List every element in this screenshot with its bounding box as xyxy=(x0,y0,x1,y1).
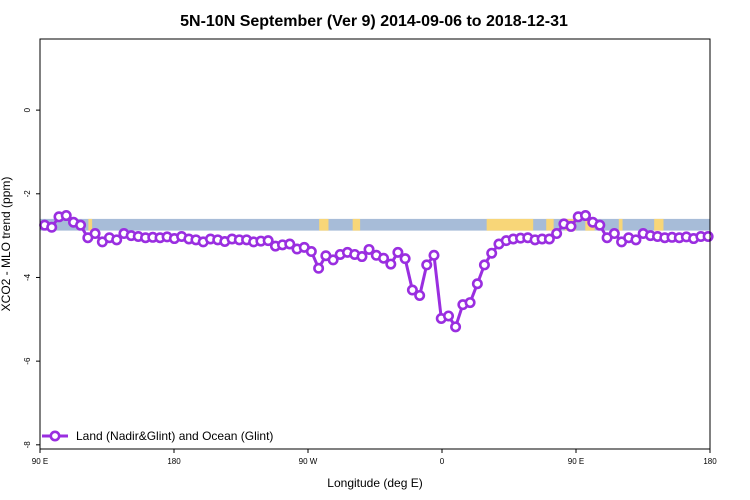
plot-area xyxy=(39,210,714,333)
y-axis-label: XCO2 - MLO trend (ppm) xyxy=(0,177,13,312)
legend: Land (Nadir&Glint) and Ocean (Glint) xyxy=(42,429,273,443)
y-axis: 0 -2 -4 -6 -8 xyxy=(23,107,40,448)
chart-title: 5N-10N September (Ver 9) 2014-09-06 to 2… xyxy=(180,13,568,30)
x-axis-label: Longitude (deg E) xyxy=(327,476,422,490)
data-point xyxy=(46,221,58,233)
plot-frame xyxy=(39,38,711,450)
legend-label: Land (Nadir&Glint) and Ocean (Glint) xyxy=(76,429,273,443)
data-point xyxy=(89,228,101,240)
data-point xyxy=(262,235,274,247)
land-segment xyxy=(486,218,534,231)
data-point xyxy=(608,228,620,240)
land-ocean-band xyxy=(40,218,710,231)
data-point xyxy=(421,259,433,271)
x-tick-label: 180 xyxy=(703,457,717,466)
data-point xyxy=(443,310,455,322)
land-segment xyxy=(546,218,554,231)
land-segment xyxy=(88,218,93,231)
data-point xyxy=(478,259,490,271)
data-point xyxy=(579,210,591,222)
data-point xyxy=(385,258,397,270)
data-point xyxy=(428,249,440,261)
data-point xyxy=(486,247,498,259)
data-point xyxy=(284,238,296,250)
y-tick-label: -6 xyxy=(23,357,32,365)
legend-marker xyxy=(49,430,61,442)
y-tick-label: 0 xyxy=(23,107,32,112)
x-tick-label: 0 xyxy=(440,457,445,466)
ocean-band xyxy=(40,218,710,231)
x-tick-label: 90 E xyxy=(568,457,584,466)
data-point xyxy=(406,284,418,296)
data-point xyxy=(399,253,411,265)
data-point xyxy=(313,262,325,274)
land-segment xyxy=(319,218,329,231)
data-point xyxy=(378,252,390,264)
x-tick-label: 90 E xyxy=(32,457,48,466)
data-point xyxy=(543,233,555,245)
x-tick-label: 180 xyxy=(167,457,181,466)
y-tick-label: -4 xyxy=(23,273,32,281)
data-point xyxy=(392,246,404,258)
data-point xyxy=(551,228,563,240)
data-point xyxy=(327,254,339,266)
land-segment xyxy=(352,218,361,231)
data-point xyxy=(75,219,87,231)
series-line xyxy=(44,214,709,329)
data-point xyxy=(450,321,462,333)
data-point xyxy=(60,210,72,222)
y-tick-label: -8 xyxy=(23,441,32,449)
x-tick-label: 90 W xyxy=(299,457,318,466)
data-point xyxy=(305,246,317,258)
land-segment xyxy=(618,218,623,231)
data-point xyxy=(630,234,642,246)
data-point xyxy=(464,297,476,309)
x-axis: 90 E 180 90 W 0 90 E 180 xyxy=(32,449,717,466)
data-point xyxy=(414,289,426,301)
y-tick-label: -2 xyxy=(23,190,32,198)
land-segment xyxy=(654,218,664,231)
data-point xyxy=(565,220,577,232)
data-point xyxy=(471,278,483,290)
data-point xyxy=(356,251,368,263)
series-layer xyxy=(39,210,714,333)
data-point xyxy=(363,243,375,255)
data-point xyxy=(702,230,714,242)
data-point xyxy=(594,219,606,231)
data-point xyxy=(111,234,123,246)
